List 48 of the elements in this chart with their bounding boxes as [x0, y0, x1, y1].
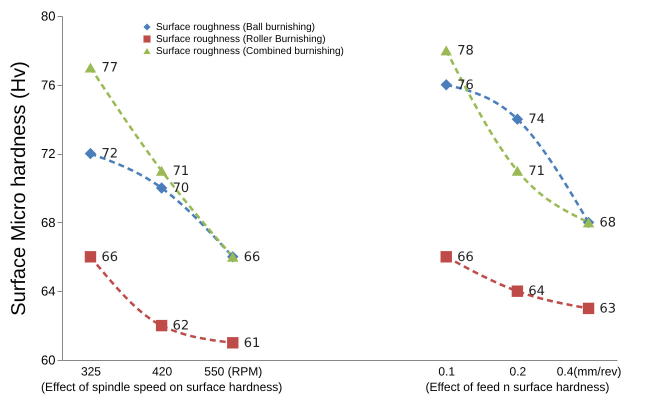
- y-tick-label: 60: [41, 352, 56, 368]
- point: [84, 148, 96, 160]
- x-tick-label: 0.4(mm/rev): [556, 364, 622, 378]
- legend-label: Surface roughness (Ball burnishing): [156, 22, 315, 33]
- x-tick-label: 0.2: [510, 364, 527, 378]
- data-label: 70: [172, 181, 190, 196]
- x-tick-label: 550 (RPM): [204, 364, 262, 378]
- data-label: 66: [101, 250, 118, 265]
- point: [156, 182, 168, 194]
- data-label: 68: [600, 215, 616, 230]
- x-tick-label: 325: [80, 364, 102, 378]
- data-label: 66: [244, 250, 260, 265]
- legend-label: Surface roughness (Roller Burnishing): [156, 34, 326, 45]
- data-label: 66: [457, 250, 474, 265]
- point: [512, 114, 524, 125]
- data-label: 76: [457, 78, 474, 93]
- point: [440, 79, 452, 90]
- y-tick-label: 68: [41, 214, 56, 230]
- point: [227, 337, 238, 348]
- data-label: 74: [528, 112, 545, 128]
- text: (Effect of spindle speed on surface hardness): [40, 380, 282, 394]
- y-tick-label: 80: [41, 8, 56, 24]
- text: (Effect of feed n surface hardness): [425, 380, 610, 394]
- data-label: 71: [528, 164, 545, 179]
- point: [512, 166, 524, 176]
- data-label: 78: [457, 43, 474, 58]
- point: [84, 62, 96, 73]
- y-axis-title: Surface Micro hardness (Hv): [8, 61, 30, 316]
- y-tick-label: 64: [41, 284, 56, 299]
- point: [84, 251, 96, 262]
- data-label: 72: [101, 146, 118, 162]
- y-tick-label: 76: [41, 77, 56, 92]
- x-tick-label: 0.1: [438, 364, 456, 378]
- legend-label: Surface roughness (Combined burnishing): [156, 46, 344, 57]
- data-label: 77: [101, 60, 118, 76]
- point: [440, 45, 452, 56]
- y-tick-label: 72: [41, 146, 56, 162]
- point: [156, 166, 168, 176]
- data-label: 64: [528, 284, 545, 300]
- point: [582, 302, 594, 314]
- point: [512, 286, 524, 297]
- data-label: 61: [244, 336, 260, 351]
- data-label: 71: [172, 164, 190, 179]
- point: [440, 251, 452, 262]
- data-label: 62: [172, 318, 190, 334]
- x-tick-label: 420: [152, 364, 172, 378]
- data-label: 63: [600, 301, 616, 316]
- point: [156, 320, 168, 332]
